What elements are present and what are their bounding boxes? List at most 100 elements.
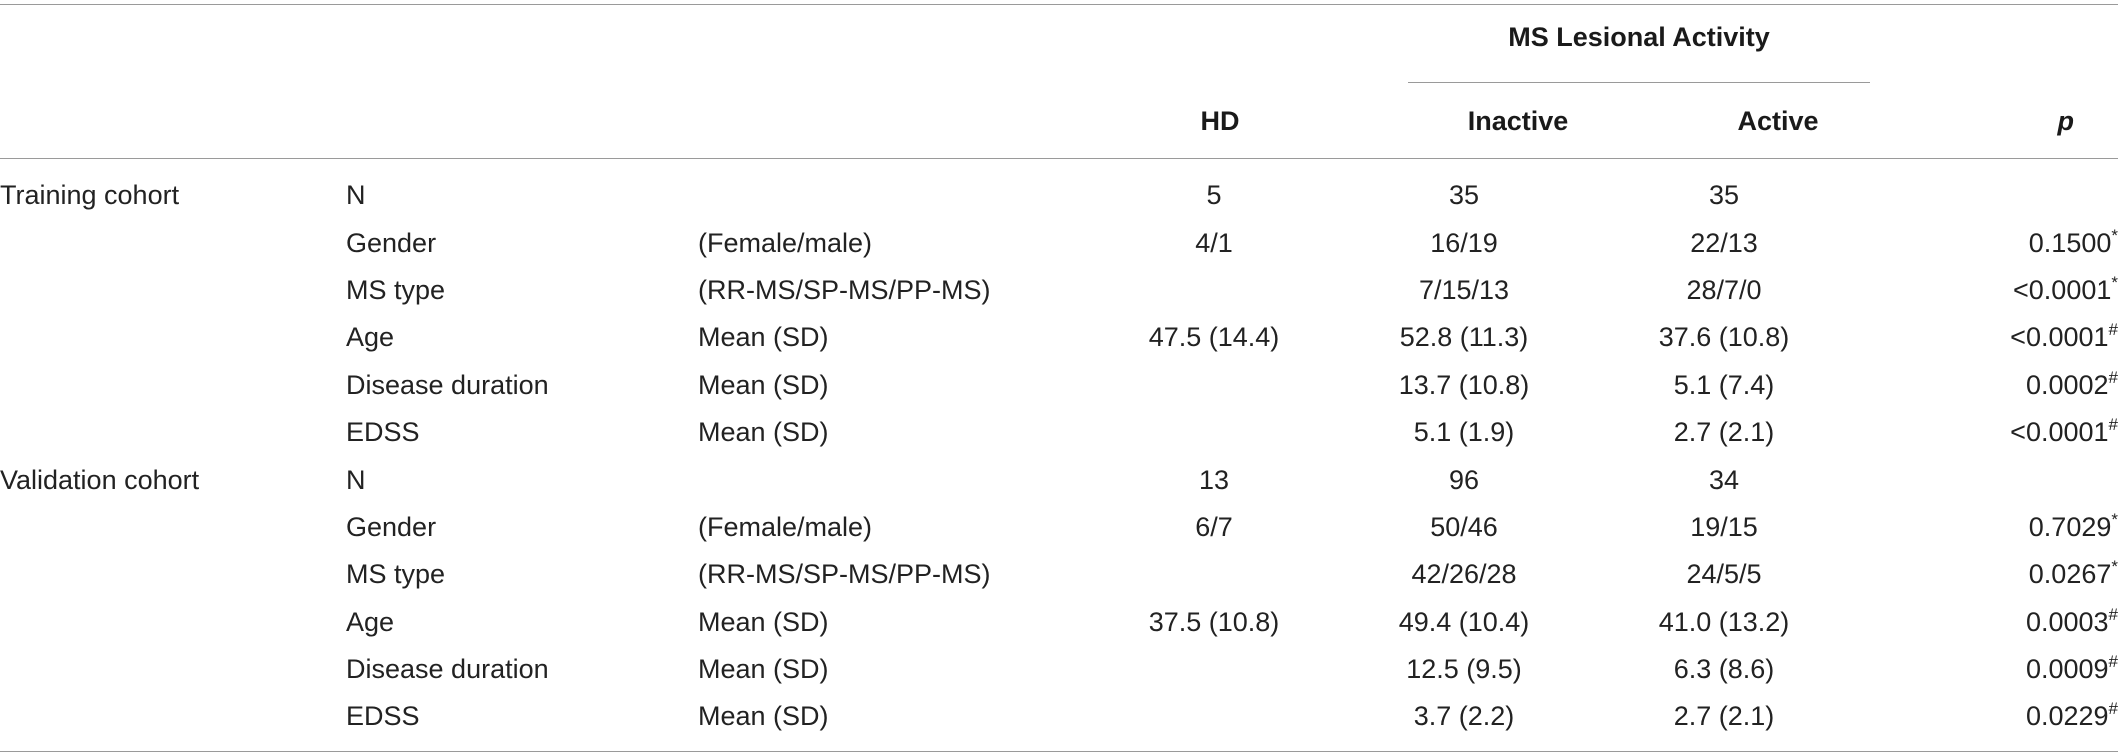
cell-p-value: 0.0002# bbox=[1874, 362, 2118, 409]
cell-active: 35 bbox=[1574, 172, 1874, 219]
cell-p-value: <0.0001# bbox=[1874, 409, 2118, 456]
cell-unit: Mean (SD) bbox=[698, 646, 1074, 693]
cell-variable: MS type bbox=[346, 551, 698, 598]
cell-p-value: 0.0267* bbox=[1874, 551, 2118, 598]
cell-unit: (RR-MS/SP-MS/PP-MS) bbox=[698, 551, 1074, 598]
cell-p-value: 0.7029* bbox=[1874, 504, 2118, 551]
cell-cohort bbox=[0, 646, 346, 693]
significance-test-mark: # bbox=[2108, 604, 2118, 624]
cell-inactive-text: 12.5 (9.5) bbox=[1406, 654, 1522, 685]
cell-inactive: 7/15/13 bbox=[1354, 267, 1574, 314]
cell-cohort bbox=[0, 314, 346, 361]
cell-inactive: 52.8 (11.3) bbox=[1354, 314, 1574, 361]
cell-unit: (Female/male) bbox=[698, 504, 1074, 551]
cell-variable: EDSS bbox=[346, 409, 698, 456]
cell-unit-text: (RR-MS/SP-MS/PP-MS) bbox=[698, 559, 991, 590]
cell-variable-text: Disease duration bbox=[346, 369, 549, 400]
cell-hd bbox=[1074, 362, 1354, 409]
cell-p-value bbox=[1874, 172, 2118, 219]
cell-hd: 5 bbox=[1074, 172, 1354, 219]
table-row: Age Mean (SD) 47.5 (14.4) 52.8 (11.3) 37.6 (… bbox=[0, 314, 2118, 361]
cell-variable-text: N bbox=[346, 180, 366, 211]
cell-inactive-text: 42/26/28 bbox=[1411, 559, 1517, 590]
cell-active: 37.6 (10.8) bbox=[1574, 314, 1874, 361]
cell-unit-text: Mean (SD) bbox=[698, 322, 829, 353]
cell-cohort-text: Training cohort bbox=[0, 180, 180, 211]
cell-variable: Disease duration bbox=[346, 646, 698, 693]
cell-inactive: 42/26/28 bbox=[1354, 551, 1574, 598]
cell-hd bbox=[1074, 646, 1354, 693]
cell-p-value-text: <0.0001 bbox=[2010, 417, 2109, 448]
cell-hd-text: 5 bbox=[1206, 180, 1222, 211]
significance-test-mark: # bbox=[2108, 652, 2118, 672]
table-row: EDSS Mean (SD) 5.1 (1.9) 2.7 (2.1) <0.0001# bbox=[0, 409, 2118, 456]
cell-cohort bbox=[0, 219, 346, 266]
header-bottom-rule bbox=[0, 158, 2118, 159]
cell-unit-text: (RR-MS/SP-MS/PP-MS) bbox=[698, 274, 991, 305]
cell-unit: (RR-MS/SP-MS/PP-MS) bbox=[698, 267, 1074, 314]
cell-hd: 47.5 (14.4) bbox=[1074, 314, 1354, 361]
significance-test-mark: # bbox=[2108, 367, 2118, 387]
cell-cohort bbox=[0, 693, 346, 740]
cell-p-value: 0.0229# bbox=[1874, 693, 2118, 740]
cell-unit: Mean (SD) bbox=[698, 314, 1074, 361]
table-row: Gender (Female/male) 4/1 16/19 22/13 0.1500* bbox=[0, 219, 2118, 266]
cell-cohort bbox=[0, 267, 346, 314]
cell-inactive-text: 5.1 (1.9) bbox=[1413, 417, 1515, 448]
cell-active-text: 28/7/0 bbox=[1686, 274, 1762, 305]
column-header-active: Active bbox=[1737, 106, 1819, 136]
cell-p-value-text: 0.0003 bbox=[2025, 606, 2109, 637]
cell-active-text: 5.1 (7.4) bbox=[1673, 369, 1775, 400]
cell-inactive: 96 bbox=[1354, 456, 1574, 503]
cell-variable-text: Age bbox=[346, 606, 395, 637]
cell-active: 6.3 (8.6) bbox=[1574, 646, 1874, 693]
cell-inactive-text: 7/15/13 bbox=[1418, 274, 1510, 305]
cell-active-text: 41.0 (13.2) bbox=[1658, 606, 1790, 637]
cell-inactive: 12.5 (9.5) bbox=[1354, 646, 1574, 693]
cell-unit-text: Mean (SD) bbox=[698, 369, 829, 400]
significance-test-mark: * bbox=[2111, 272, 2118, 292]
cell-cohort bbox=[0, 551, 346, 598]
cell-hd: 4/1 bbox=[1074, 219, 1354, 266]
significance-test-mark: # bbox=[2108, 415, 2118, 435]
cell-unit-text: Mean (SD) bbox=[698, 701, 829, 732]
table-row: Disease duration Mean (SD) 13.7 (10.8) 5.1 … bbox=[0, 362, 2118, 409]
cell-p-value bbox=[1874, 456, 2118, 503]
cell-variable: Age bbox=[346, 599, 698, 646]
cell-inactive-text: 49.4 (10.4) bbox=[1398, 606, 1530, 637]
cell-active-text: 6.3 (8.6) bbox=[1673, 654, 1775, 685]
cell-variable: MS type bbox=[346, 267, 698, 314]
cell-active: 28/7/0 bbox=[1574, 267, 1874, 314]
cell-p-value-text: 0.0229 bbox=[2025, 701, 2109, 732]
cell-p-value-text: <0.0001 bbox=[2010, 322, 2109, 353]
cell-active-text: 19/15 bbox=[1690, 511, 1758, 542]
cell-p-value: 0.0003# bbox=[1874, 599, 2118, 646]
cell-variable: Gender bbox=[346, 504, 698, 551]
table-row: MS type (RR-MS/SP-MS/PP-MS) 7/15/13 28/7/0 <… bbox=[0, 267, 2118, 314]
cell-unit bbox=[698, 456, 1074, 503]
cell-unit: Mean (SD) bbox=[698, 409, 1074, 456]
cell-hd bbox=[1074, 693, 1354, 740]
cell-active: 5.1 (7.4) bbox=[1574, 362, 1874, 409]
table-row: Gender (Female/male) 6/7 50/46 19/15 0.7029* bbox=[0, 504, 2118, 551]
cell-hd: 6/7 bbox=[1074, 504, 1354, 551]
cell-variable: N bbox=[346, 172, 698, 219]
column-header-inactive: Inactive bbox=[1467, 106, 1569, 136]
cell-active-text: 35 bbox=[1708, 180, 1740, 211]
cell-p-value-text: 0.0009 bbox=[2025, 654, 2109, 685]
cell-hd-text: 13 bbox=[1198, 464, 1230, 495]
cell-active-text: 22/13 bbox=[1690, 227, 1758, 258]
cell-p-value: 0.1500* bbox=[1874, 219, 2118, 266]
table-row: Age Mean (SD) 37.5 (10.8) 49.4 (10.4) 41.0 (… bbox=[0, 599, 2118, 646]
cell-p-value: <0.0001# bbox=[1874, 314, 2118, 361]
cell-variable-text: Age bbox=[346, 322, 395, 353]
cell-variable: N bbox=[346, 456, 698, 503]
cell-inactive-text: 16/19 bbox=[1430, 227, 1498, 258]
cell-variable: EDSS bbox=[346, 693, 698, 740]
cell-cohort-text: Validation cohort bbox=[0, 464, 200, 495]
cell-inactive: 13.7 (10.8) bbox=[1354, 362, 1574, 409]
cell-variable-text: EDSS bbox=[346, 417, 420, 448]
cell-inactive-text: 35 bbox=[1448, 180, 1480, 211]
cell-active-text: 2.7 (2.1) bbox=[1673, 701, 1775, 732]
cell-hd-text: 47.5 (14.4) bbox=[1148, 322, 1280, 353]
